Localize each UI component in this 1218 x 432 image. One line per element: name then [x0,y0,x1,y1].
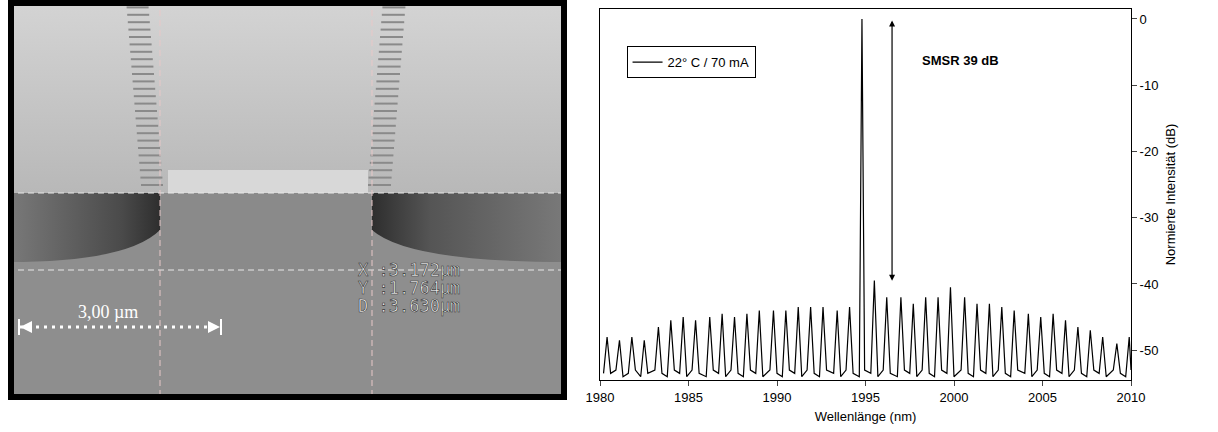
svg-text:-40: -40 [1140,276,1159,291]
svg-text:3,00 µm: 3,00 µm [78,302,138,322]
svg-text:22° C / 70 mA: 22° C / 70 mA [668,55,749,70]
svg-text:X :3.172µm: X :3.172µm [358,260,460,280]
svg-text:-50: -50 [1140,343,1159,358]
svg-text:2005: 2005 [1028,390,1057,405]
svg-text:1990: 1990 [763,390,792,405]
svg-text:2000: 2000 [940,390,969,405]
svg-text:Wellenlänge (nm): Wellenlänge (nm) [815,409,917,424]
svg-text:-20: -20 [1140,144,1159,159]
svg-text:-30: -30 [1140,210,1159,225]
svg-text:1995: 1995 [851,390,880,405]
svg-text:1980: 1980 [586,390,615,405]
svg-text:D :3.630µm: D :3.630µm [358,296,460,316]
svg-text:0: 0 [1140,11,1147,26]
svg-text:-10: -10 [1140,78,1159,93]
svg-text:Normierte Intensität (dB): Normierte Intensität (dB) [1163,124,1178,266]
svg-text:1985: 1985 [674,390,703,405]
svg-text:Y :1.764µm: Y :1.764µm [358,278,460,298]
svg-text:SMSR 39 dB: SMSR 39 dB [922,53,999,68]
svg-text:2010: 2010 [1117,390,1146,405]
